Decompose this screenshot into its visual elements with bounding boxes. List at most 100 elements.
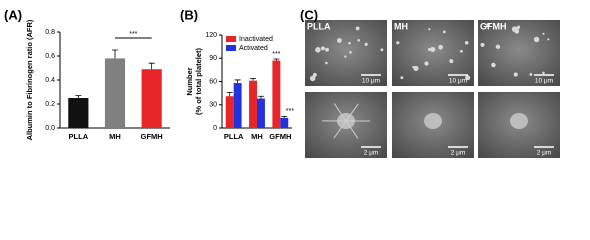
platelet xyxy=(380,48,384,52)
y-tick-label: 120 xyxy=(205,32,217,39)
bar xyxy=(249,80,257,128)
platelet xyxy=(495,44,501,50)
x-tick-label: PLLA xyxy=(69,132,89,141)
platelet xyxy=(396,41,400,45)
scale-bar-label: 10 μm xyxy=(449,78,467,85)
error-bar xyxy=(75,95,82,98)
platelet xyxy=(325,47,329,52)
platelet xyxy=(357,38,361,42)
platelet xyxy=(465,75,471,81)
platelet xyxy=(460,49,463,53)
platelet-closeup xyxy=(510,113,528,129)
platelet xyxy=(533,36,540,43)
figure: 10 μm PLLA 10 μm MH 10 μm GFMH 2 μm 2 μm 2 μm (A… xyxy=(4,7,560,158)
platelet xyxy=(325,61,328,65)
y-tick-label: 0.8 xyxy=(45,29,55,36)
y-axis-subtitle: (% of total platelet) xyxy=(194,47,203,115)
scale-bar-label: 10 μm xyxy=(362,78,380,85)
x-tick-label: GFMH xyxy=(141,132,163,141)
bar xyxy=(280,117,289,128)
platelet xyxy=(542,32,545,35)
legend-swatch xyxy=(226,36,236,42)
platelet xyxy=(438,44,443,50)
bar xyxy=(272,60,281,129)
legend-swatch xyxy=(226,45,236,51)
platelet xyxy=(315,47,321,53)
image-label: PLLA xyxy=(307,21,331,31)
legend-label: Inactivated xyxy=(239,36,273,43)
platelet xyxy=(542,71,545,75)
platelet xyxy=(400,76,404,80)
platelet xyxy=(321,46,325,51)
platelet xyxy=(309,75,316,82)
panel-label: (A) xyxy=(4,7,22,22)
platelet xyxy=(529,73,533,76)
pseudopod xyxy=(333,103,347,122)
y-tick-label: 90 xyxy=(209,55,217,62)
legend-label: Activated xyxy=(239,45,268,52)
platelet xyxy=(486,23,491,28)
platelet xyxy=(491,62,496,68)
annotation: *** xyxy=(272,51,280,58)
pseudopod xyxy=(345,103,359,122)
platelet xyxy=(344,55,347,58)
y-tick-label: 0 xyxy=(213,125,217,132)
sem-images: 10 μm PLLA 10 μm MH 10 μm GFMH 2 μm 2 μm 2 μm xyxy=(305,20,560,158)
platelet xyxy=(348,41,351,45)
platelet xyxy=(427,48,431,51)
platelet xyxy=(514,28,520,34)
annotation: *** xyxy=(129,31,137,38)
x-tick-label: PLLA xyxy=(224,132,244,141)
bar xyxy=(257,98,265,128)
platelet xyxy=(480,42,485,47)
y-tick-label: 60 xyxy=(209,78,217,85)
platelet xyxy=(442,30,446,34)
x-tick-label: MH xyxy=(251,132,263,141)
y-tick-label: 0.0 xyxy=(45,125,55,132)
bar xyxy=(141,69,162,128)
error-bar xyxy=(250,78,257,81)
platelet xyxy=(516,26,520,30)
platelet xyxy=(428,28,431,31)
scale-bar-label: 2 μm xyxy=(451,150,466,157)
bar xyxy=(104,58,126,128)
bar xyxy=(233,83,242,128)
error-bar xyxy=(257,95,264,99)
panel-label: (C) xyxy=(300,7,318,22)
platelet xyxy=(336,38,342,43)
platelet xyxy=(547,38,550,41)
platelet xyxy=(464,41,469,45)
bar xyxy=(68,98,89,128)
scale-bar-label: 2 μm xyxy=(537,150,552,157)
platelet-closeup xyxy=(424,113,442,129)
y-axis-title: Number xyxy=(185,67,194,95)
scale-bar-label: 10 μm xyxy=(535,78,553,85)
error-bar xyxy=(148,62,155,70)
y-tick-label: 30 xyxy=(209,102,217,109)
x-tick-label: MH xyxy=(109,132,121,141)
error-bar xyxy=(281,115,288,118)
platelet xyxy=(355,26,360,31)
y-tick-label: 0.2 xyxy=(45,101,55,108)
platelet xyxy=(364,42,368,47)
annotation: *** xyxy=(286,108,294,115)
error-bar xyxy=(112,49,118,59)
y-tick-label: 0.6 xyxy=(45,53,55,60)
x-tick-label: GFMH xyxy=(269,132,291,141)
platelet xyxy=(449,59,454,64)
image-label: MH xyxy=(394,21,408,31)
platelet xyxy=(424,61,429,66)
y-axis-title: Albumin to Fibrinogen ratio (AFR) xyxy=(25,19,34,140)
platelet xyxy=(430,46,436,52)
error-bar xyxy=(234,79,241,84)
platelet xyxy=(349,50,352,54)
platelet xyxy=(413,65,419,72)
platelet xyxy=(513,72,518,77)
scale-bar-label: 2 μm xyxy=(364,150,379,157)
bar xyxy=(225,96,234,128)
pseudopod xyxy=(345,120,359,139)
error-bar xyxy=(273,58,280,61)
panel-label: (B) xyxy=(180,7,198,22)
image-label: GFMH xyxy=(480,21,507,31)
pseudopod xyxy=(333,120,347,139)
